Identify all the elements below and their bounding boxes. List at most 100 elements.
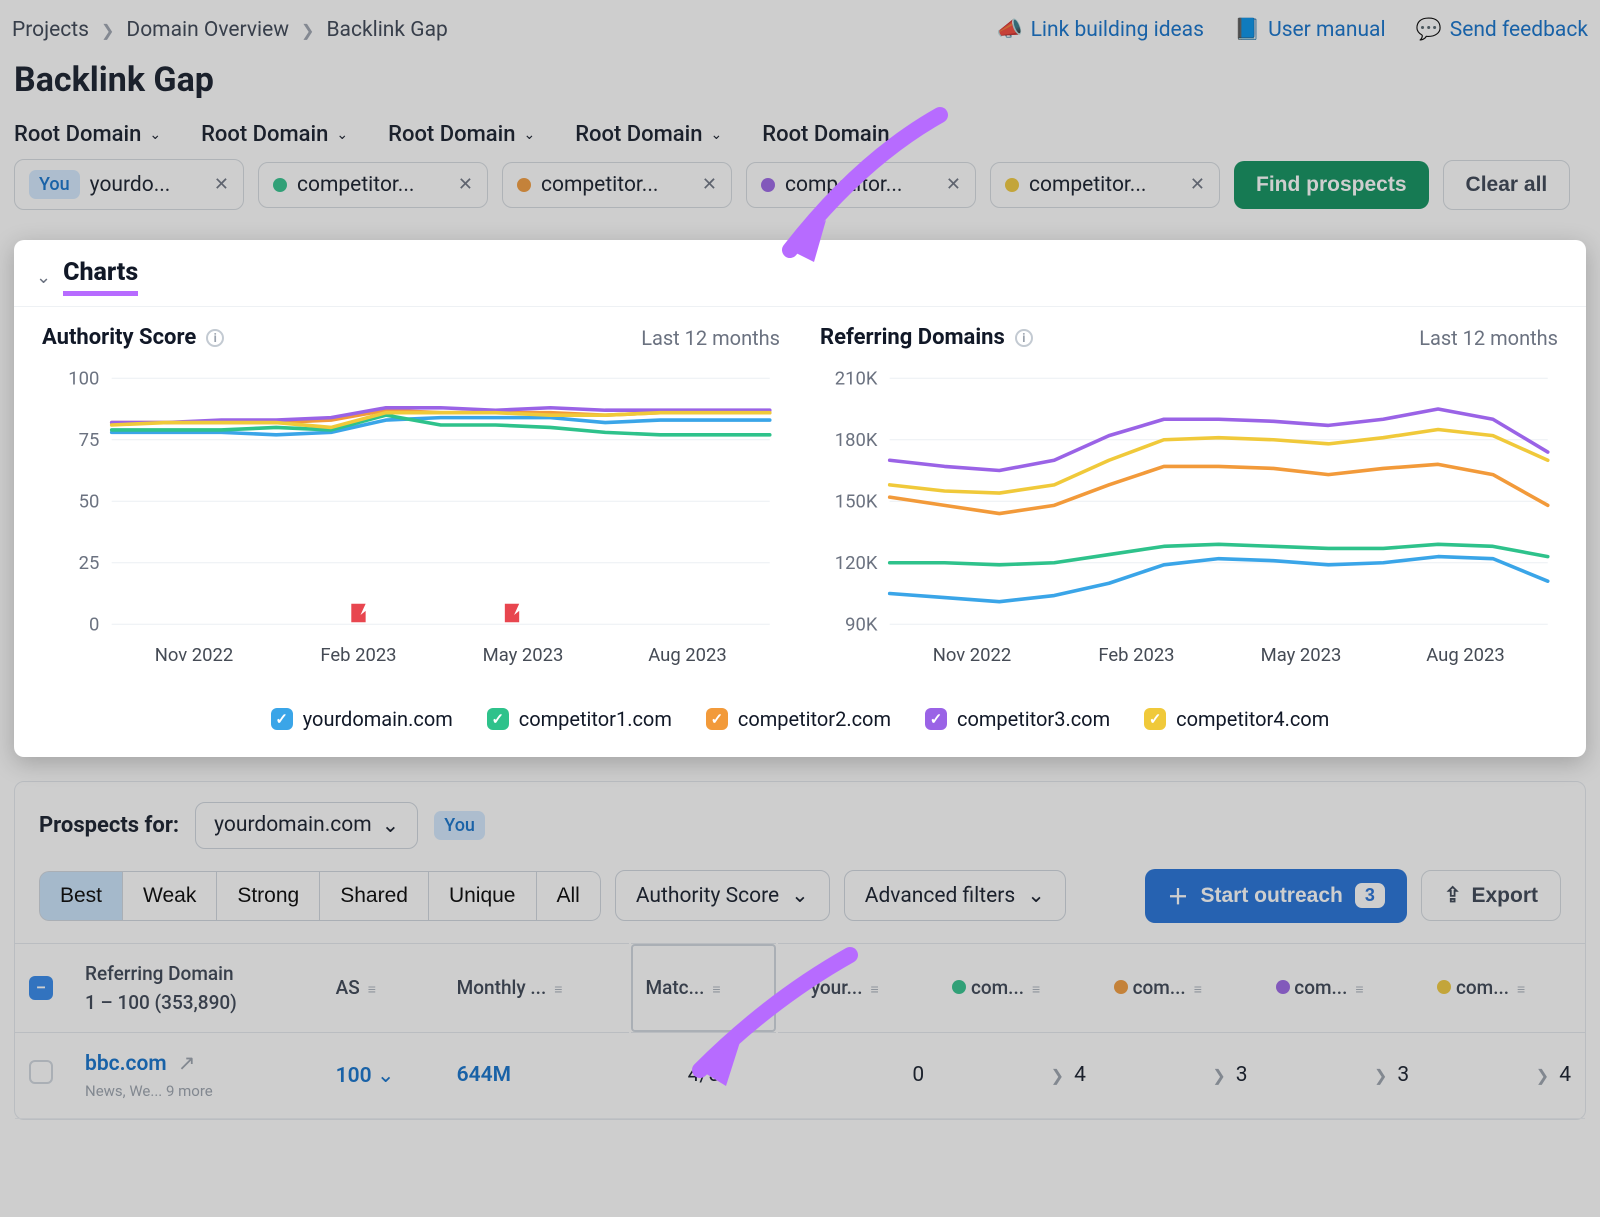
referring-domains-title: Referring Domains i: [820, 325, 1033, 350]
svg-text:25: 25: [79, 552, 100, 574]
tab-unique[interactable]: Unique: [429, 871, 537, 921]
svg-text:210K: 210K: [835, 368, 878, 389]
clear-all-button[interactable]: Clear all: [1443, 160, 1571, 210]
close-icon[interactable]: ✕: [946, 174, 961, 195]
chevron-down-icon: ⌄: [711, 127, 723, 143]
prospects-domain-dropdown[interactable]: yourdomain.com ⌄: [195, 802, 418, 849]
close-icon[interactable]: ✕: [458, 174, 473, 195]
info-icon[interactable]: i: [206, 329, 224, 347]
close-icon[interactable]: ✕: [702, 174, 717, 195]
chip-label: competitor...: [541, 173, 658, 197]
find-prospects-button[interactable]: Find prospects: [1234, 161, 1429, 209]
svg-text:Aug 2023: Aug 2023: [1426, 644, 1504, 666]
you-badge: You: [434, 811, 485, 840]
color-dot-icon: [761, 178, 775, 192]
domain-link[interactable]: bbc.com: [85, 1052, 167, 1076]
svg-text:100: 100: [68, 368, 99, 389]
legend-item[interactable]: ✓yourdomain.com: [271, 707, 453, 731]
legend-item[interactable]: ✓competitor3.com: [925, 707, 1110, 731]
root-domain-selector[interactable]: Root Domain⌄: [388, 122, 535, 147]
breadcrumb-overview[interactable]: Domain Overview: [126, 18, 289, 42]
monthly-value: 644M: [457, 1063, 511, 1087]
chart-legend: ✓yourdomain.com✓competitor1.com✓competit…: [14, 687, 1586, 757]
root-domain-selector[interactable]: Root Domain⌄: [762, 122, 909, 147]
breadcrumb-projects[interactable]: Projects: [12, 18, 89, 42]
chevron-down-icon[interactable]: ⌄: [377, 1064, 395, 1088]
chip-label: competitor...: [785, 173, 902, 197]
outreach-count: 3: [1355, 883, 1385, 908]
chevron-right-icon: ❯: [301, 21, 314, 40]
col-referring-domain[interactable]: Referring Domain 1 – 100 (353,890): [71, 943, 322, 1032]
competitor-value: 4: [1559, 1063, 1571, 1087]
svg-text:75: 75: [79, 429, 100, 451]
chart-period: Last 12 months: [641, 326, 780, 350]
col-monthly[interactable]: Monthly ...≡: [443, 943, 631, 1032]
color-dot-icon: [273, 178, 287, 192]
col-competitor[interactable]: com...≡: [1262, 943, 1424, 1032]
info-icon[interactable]: i: [1015, 329, 1033, 347]
send-feedback-link[interactable]: 💬 Send feedback: [1416, 18, 1588, 42]
domain-chip[interactable]: competitor...✕: [258, 162, 488, 208]
root-domain-selector[interactable]: Root Domain⌄: [575, 122, 722, 147]
svg-text:90K: 90K: [845, 613, 878, 635]
svg-text:Nov 2022: Nov 2022: [155, 644, 234, 666]
col-competitor[interactable]: com...≡: [1423, 943, 1585, 1032]
chip-label: competitor...: [1029, 173, 1146, 197]
col-competitor[interactable]: com...≡: [938, 943, 1100, 1032]
root-domain-selector[interactable]: Root Domain⌄: [201, 122, 348, 147]
col-competitor[interactable]: com...≡: [1100, 943, 1262, 1032]
user-manual-link[interactable]: 📘 User manual: [1234, 18, 1386, 42]
svg-text:50: 50: [79, 490, 100, 512]
collapse-icon[interactable]: ⌄: [36, 267, 51, 288]
svg-text:0: 0: [89, 613, 99, 635]
close-icon[interactable]: ✕: [214, 174, 229, 195]
col-matches[interactable]: Matc...≡: [630, 943, 777, 1032]
legend-checkbox-icon: ✓: [1144, 708, 1166, 730]
tab-all[interactable]: All: [537, 871, 601, 921]
legend-label: competitor2.com: [738, 707, 891, 731]
competitor-value: 4: [1074, 1063, 1086, 1087]
row-checkbox[interactable]: [29, 1060, 53, 1084]
tab-weak[interactable]: Weak: [123, 871, 217, 921]
legend-item[interactable]: ✓competitor4.com: [1144, 707, 1329, 731]
competitor-value: 3: [1236, 1063, 1248, 1087]
advanced-filters[interactable]: Advanced filters⌄: [844, 870, 1066, 921]
col-as[interactable]: AS≡: [322, 943, 443, 1032]
close-icon[interactable]: ✕: [1190, 174, 1205, 195]
external-link-icon[interactable]: ↗: [178, 1052, 196, 1076]
domain-chip[interactable]: competitor... ✕: [502, 162, 732, 208]
domain-chip[interactable]: competitor... ✕: [746, 162, 976, 208]
domain-chip[interactable]: Youyourdo...✕: [14, 159, 244, 210]
authority-score-filter[interactable]: Authority Score⌄: [615, 870, 830, 921]
chevron-right-icon: ❯: [101, 21, 114, 40]
table-row[interactable]: bbc.com ↗ News, We... 9 more 100 ⌄ 644M …: [15, 1032, 1585, 1118]
legend-checkbox-icon: ✓: [271, 708, 293, 730]
export-button[interactable]: ⇪ Export: [1421, 870, 1561, 921]
tab-best[interactable]: Best: [39, 871, 123, 921]
megaphone-icon: 📣: [996, 18, 1022, 42]
tab-strong[interactable]: Strong: [217, 871, 320, 921]
domain-chip[interactable]: competitor... ✕: [990, 162, 1220, 208]
col-your[interactable]: your...≡: [777, 943, 938, 1032]
chat-icon: 💬: [1416, 18, 1442, 42]
svg-text:Aug 2023: Aug 2023: [648, 644, 726, 666]
chevron-down-icon: ⌄: [523, 127, 535, 143]
link-building-ideas-link[interactable]: 📣 Link building ideas: [996, 18, 1204, 42]
legend-item[interactable]: ✓competitor2.com: [706, 707, 891, 731]
your-value: 0: [777, 1032, 938, 1118]
tab-shared[interactable]: Shared: [320, 871, 429, 921]
select-all-checkbox[interactable]: −: [29, 976, 53, 1000]
legend-item[interactable]: ✓competitor1.com: [487, 707, 672, 731]
root-domain-selector[interactable]: Root Domain⌄: [14, 122, 161, 147]
svg-text:May 2023: May 2023: [1261, 644, 1342, 666]
chevron-down-icon: ⌄: [1027, 883, 1045, 908]
chip-label: yourdo...: [90, 173, 171, 197]
export-label: Export: [1471, 884, 1538, 908]
plus-icon: ＋: [1167, 881, 1188, 911]
matches-value: 4/5: [630, 1032, 777, 1118]
start-outreach-button[interactable]: ＋ Start outreach 3: [1145, 869, 1406, 923]
competitor-value: 3: [1397, 1063, 1409, 1087]
chevron-down-icon: ⌄: [149, 127, 161, 143]
as-value[interactable]: 100: [336, 1064, 372, 1088]
legend-label: competitor1.com: [519, 707, 672, 731]
